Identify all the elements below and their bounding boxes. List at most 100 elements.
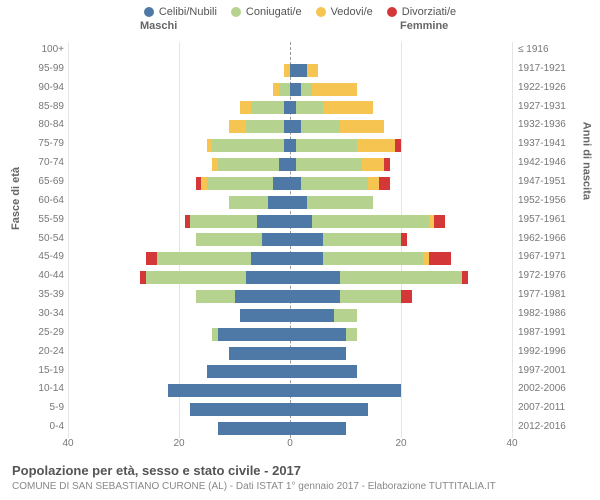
x-tick: 20 — [173, 438, 184, 449]
population-pyramid-chart: Celibi/NubiliConiugati/eVedovi/eDivorzia… — [0, 0, 600, 500]
pyramid-row — [68, 419, 512, 438]
bar-female — [290, 384, 401, 397]
bar-segment-celibi — [262, 233, 290, 246]
bar-segment-coniugati — [301, 120, 340, 133]
pyramid-row — [68, 174, 512, 193]
pyramid-row — [68, 268, 512, 287]
legend-item: Celibi/Nubili — [144, 6, 217, 18]
bar-male — [240, 309, 290, 322]
y-tick-left: 40-44 — [26, 268, 64, 287]
y-tick-right: 1942-1946 — [518, 155, 578, 174]
y-tick-right: 1947-1951 — [518, 174, 578, 193]
y-tick-right: 1967-1971 — [518, 249, 578, 268]
bar-male — [218, 422, 290, 435]
bar-segment-celibi — [290, 309, 334, 322]
bar-segment-coniugati — [307, 196, 374, 209]
bar-segment-celibi — [290, 328, 346, 341]
bar-segment-celibi — [290, 120, 301, 133]
x-tick: 0 — [287, 438, 293, 449]
bar-segment-celibi — [290, 83, 301, 96]
y-tick-left: 85-89 — [26, 99, 64, 118]
y-tick-right: 2012-2016 — [518, 419, 578, 438]
y-tick-left: 30-34 — [26, 306, 64, 325]
x-axis: 402002040 — [68, 438, 512, 454]
bar-female — [290, 233, 407, 246]
bar-segment-celibi — [207, 365, 290, 378]
bar-segment-coniugati — [218, 158, 279, 171]
chart-title: Popolazione per età, sesso e stato civil… — [12, 463, 301, 478]
bar-male — [229, 196, 290, 209]
bar-segment-coniugati — [229, 196, 268, 209]
bar-male — [212, 328, 290, 341]
bar-segment-coniugati — [323, 233, 401, 246]
bar-segment-celibi — [168, 384, 290, 397]
y-tick-left: 90-94 — [26, 80, 64, 99]
bar-male — [196, 177, 290, 190]
chart-subtitle: COMUNE DI SAN SEBASTIANO CURONE (AL) - D… — [12, 481, 496, 492]
bar-segment-divorziati — [384, 158, 390, 171]
pyramid-row — [68, 287, 512, 306]
y-tick-left: 5-9 — [26, 400, 64, 419]
bar-segment-celibi — [218, 422, 290, 435]
bar-segment-coniugati — [207, 177, 274, 190]
bar-segment-vedovi — [229, 120, 246, 133]
pyramid-row — [68, 306, 512, 325]
pyramid-row — [68, 249, 512, 268]
pyramid-row — [68, 155, 512, 174]
bar-segment-coniugati — [190, 215, 257, 228]
y-tick-left: 75-79 — [26, 136, 64, 155]
bar-female — [290, 101, 373, 114]
y-tick-right: 2007-2011 — [518, 400, 578, 419]
bar-segment-coniugati — [279, 83, 290, 96]
pyramid-row — [68, 61, 512, 80]
y-tick-left: 0-4 — [26, 419, 64, 438]
bar-segment-divorziati — [429, 252, 451, 265]
bar-female — [290, 290, 412, 303]
bar-segment-coniugati — [340, 290, 401, 303]
bar-segment-celibi — [290, 347, 346, 360]
y-tick-right: 1917-1921 — [518, 61, 578, 80]
y-tick-right: 1952-1956 — [518, 193, 578, 212]
bar-segment-divorziati — [401, 290, 412, 303]
bar-segment-celibi — [268, 196, 290, 209]
bar-segment-celibi — [246, 271, 290, 284]
bar-segment-celibi — [279, 158, 290, 171]
bar-segment-coniugati — [246, 120, 285, 133]
y-tick-right: 1922-1926 — [518, 80, 578, 99]
legend-item: Vedovi/e — [316, 6, 373, 18]
y-tick-left: 20-24 — [26, 344, 64, 363]
pyramid-row — [68, 117, 512, 136]
pyramid-row — [68, 231, 512, 250]
y-tick-left: 70-74 — [26, 155, 64, 174]
y-tick-right: 1977-1981 — [518, 287, 578, 306]
bar-female — [290, 196, 373, 209]
bar-segment-divorziati — [395, 139, 401, 152]
grid-line — [512, 42, 513, 438]
y-tick-left: 50-54 — [26, 231, 64, 250]
bar-segment-coniugati — [323, 252, 423, 265]
y-tick-left: 65-69 — [26, 174, 64, 193]
y-axis-right-label: Anni di nascita — [580, 122, 592, 200]
bar-segment-celibi — [290, 64, 307, 77]
bar-segment-coniugati — [296, 158, 363, 171]
bar-female — [290, 215, 445, 228]
legend-dot — [387, 7, 397, 17]
bar-male — [240, 101, 290, 114]
bar-segment-celibi — [290, 196, 307, 209]
bar-segment-celibi — [290, 252, 323, 265]
bar-segment-celibi — [290, 290, 340, 303]
y-tick-right: 1987-1991 — [518, 325, 578, 344]
bar-segment-divorziati — [434, 215, 445, 228]
y-axis-left-label: Fasce di età — [10, 167, 22, 230]
legend-dot — [144, 7, 154, 17]
y-tick-left: 95-99 — [26, 61, 64, 80]
bar-segment-coniugati — [157, 252, 251, 265]
bar-segment-coniugati — [296, 139, 357, 152]
pyramid-row — [68, 381, 512, 400]
y-tick-right: 1937-1941 — [518, 136, 578, 155]
bar-segment-coniugati — [251, 101, 284, 114]
bar-female — [290, 158, 390, 171]
legend-label: Coniugati/e — [246, 6, 302, 18]
bar-segment-celibi — [240, 309, 290, 322]
bar-segment-celibi — [290, 365, 357, 378]
